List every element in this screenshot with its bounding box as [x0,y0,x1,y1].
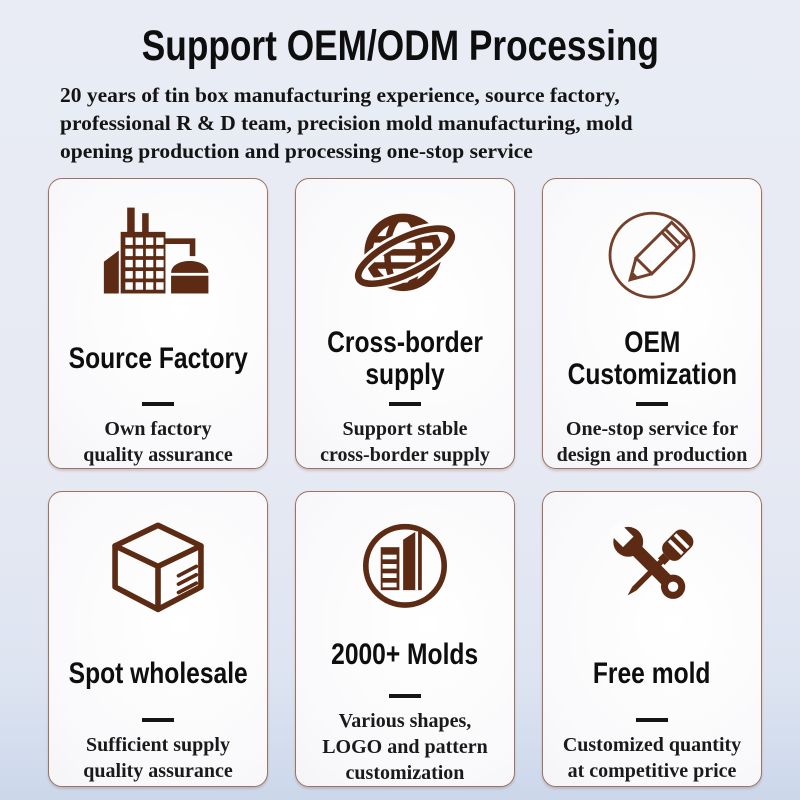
feature-card-grid: Source Factory Own factory quality assur… [48,178,762,787]
divider [142,402,174,406]
building-circle-icon [349,492,461,623]
card-title: 2000+ Molds [331,637,479,671]
page-title: Support OEM/ODM Processing [141,22,659,70]
factory-icon [102,179,214,323]
page-subtitle: 20 years of tin box manufacturing experi… [60,81,740,165]
subtitle-line: opening production and processing one-st… [60,139,533,163]
card-description: One-stop service for design and producti… [556,418,748,466]
card-title: Free mold [593,657,711,690]
wrench-screwdriver-icon [596,492,708,638]
pencil-circle-icon [596,179,708,323]
card-2000-molds: 2000+ Molds Various shapes, LOGO and pat… [295,491,515,787]
divider [636,402,668,406]
card-description: Own factory quality assurance [83,418,233,466]
page-header: Support OEM/ODM Processing 20 years of t… [0,0,800,165]
card-title: Source Factory [68,341,248,375]
card-title: Cross-border supply [327,325,483,391]
card-description: Support stable cross-border supply [320,418,490,466]
card-spot-wholesale: Spot wholesale Sufficient supply quality… [48,491,268,787]
card-description: Various shapes, LOGO and pattern customi… [322,709,488,784]
divider [389,694,421,698]
subtitle-line: 20 years of tin box manufacturing experi… [60,83,620,107]
divider [636,718,668,722]
card-title: Spot wholesale [68,657,248,690]
card-description: Customized quantity at competitive price [562,734,742,782]
subtitle-line: professional R & D team, precision mold … [60,111,633,135]
card-description: Sufficient supply quality assurance [83,734,233,782]
divider [142,718,174,722]
card-title: OEM Customization [567,325,737,391]
globe-orbit-icon [349,179,461,323]
divider [389,402,421,406]
card-cross-border-supply: Cross-border supply Support stable cross… [295,178,515,469]
package-box-icon [102,492,214,638]
card-oem-customization: OEM Customization One-stop service for d… [542,178,762,469]
card-source-factory: Source Factory Own factory quality assur… [48,178,268,469]
card-free-mold: Free mold Customized quantity at competi… [542,491,762,787]
